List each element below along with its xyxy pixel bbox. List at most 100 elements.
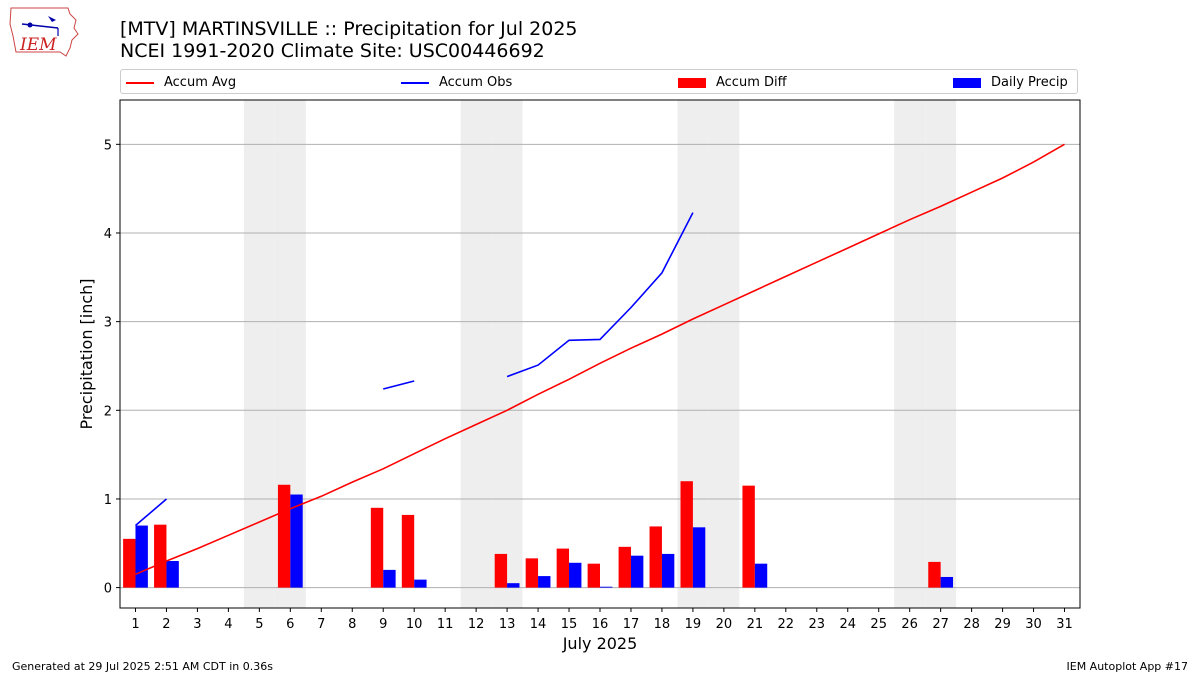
legend: Accum Avg Accum Obs Accum Diff Daily Pre…: [120, 69, 1078, 94]
accum-obs-line-segment-1: [383, 380, 415, 390]
x-tick-label-31: 31: [1056, 617, 1073, 632]
x-tick-label-26: 26: [901, 617, 918, 632]
legend-swatch: [953, 77, 981, 88]
x-tick-label-9: 9: [379, 617, 387, 632]
y-ticks: 0 1 2 3 4 5: [104, 138, 120, 597]
x-tick-label-21: 21: [747, 617, 764, 632]
y-tick-label-0: 0: [104, 582, 112, 597]
y-tick-label-1: 1: [104, 493, 112, 508]
accum-diff-bar-day-6: [277, 484, 291, 588]
legend-label: Daily Precip: [991, 75, 1068, 90]
accum-diff-bar-day-27: [928, 561, 941, 588]
x-tick-label-15: 15: [561, 617, 578, 632]
accum-obs-line-segment-2: [506, 212, 694, 378]
accum-diff-bar-day-16: [587, 563, 600, 588]
y-tick-label-4: 4: [104, 227, 112, 242]
chart-title: [MTV] MARTINSVILLE :: Precipitation for …: [120, 18, 578, 40]
daily-precip-bar-day-6: [290, 494, 303, 588]
x-tick-label-22: 22: [778, 617, 795, 632]
iem-logo: IEM: [8, 6, 80, 58]
x-tick-label-19: 19: [685, 617, 702, 632]
weekend-shade-day-26: [894, 100, 926, 608]
lines: [134, 143, 1065, 576]
daily-precip-bar-day-17: [630, 555, 644, 588]
x-tick-label-25: 25: [870, 617, 887, 632]
x-tick-label-29: 29: [994, 617, 1011, 632]
weekend-shading: [243, 100, 957, 608]
legend-item-daily-precip: Daily Precip: [953, 70, 1068, 95]
x-tick-label-4: 4: [224, 617, 232, 632]
daily-precip-bar-day-18: [661, 553, 675, 588]
x-tick-label-1: 1: [131, 617, 139, 632]
accum-diff-bar-day-17: [618, 546, 631, 588]
x-tick-label-24: 24: [839, 617, 856, 632]
x-ticks: 1 2 3 4 5 6 7 8 9 10 11 12 13 14 15 16 17 18 19 20 21 22 23 24 2…: [131, 608, 1073, 632]
x-tick-label-20: 20: [716, 617, 733, 632]
legend-swatch: [126, 81, 154, 84]
x-tick-label-23: 23: [809, 617, 826, 632]
x-tick-label-13: 13: [499, 617, 516, 632]
y-tick-label-2: 2: [104, 404, 112, 419]
x-tick-label-18: 18: [654, 617, 671, 632]
daily-precip-bar-day-16: [600, 586, 613, 588]
accum-diff-bar-day-9: [370, 507, 384, 588]
daily-precip-bar-day-2: [166, 561, 179, 588]
x-tick-label-30: 30: [1025, 617, 1042, 632]
accum-diff-bar-day-10: [401, 514, 415, 588]
accum-diff-bar-day-14: [525, 558, 539, 588]
x-tick-label-27: 27: [932, 617, 949, 632]
x-tick-label-12: 12: [468, 617, 485, 632]
daily-precip-bar-day-27: [940, 576, 954, 588]
weekend-shade-day-20: [708, 100, 740, 608]
footer-generated: Generated at 29 Jul 2025 2:51 AM CDT in …: [12, 660, 273, 673]
x-tick-label-10: 10: [406, 617, 423, 632]
daily-precip-bar-day-1: [135, 525, 148, 588]
y-tick-label-5: 5: [104, 138, 112, 153]
daily-precip-bar-day-19: [692, 527, 706, 588]
footer-app-id: IEM Autoplot App #17: [1066, 660, 1189, 673]
accum-diff-bar-day-1: [123, 538, 136, 588]
x-tick-label-16: 16: [592, 617, 609, 632]
accum-diff-bar-day-13: [494, 553, 508, 588]
daily-precip-bar-day-15: [569, 562, 582, 588]
x-tick-label-2: 2: [162, 617, 170, 632]
svg-text:IEM: IEM: [19, 35, 57, 55]
legend-label: Accum Avg: [164, 75, 237, 90]
legend-label: Accum Obs: [439, 75, 513, 90]
x-tick-label-17: 17: [623, 617, 640, 632]
accum-diff-bar-day-18: [649, 526, 662, 588]
accum-diff-bar-day-19: [680, 481, 693, 588]
y-tick-label-3: 3: [104, 316, 112, 331]
legend-item-accum-diff: Accum Diff: [678, 70, 787, 95]
accum-obs-line-segment-0: [134, 498, 168, 527]
accum-diff-bar-day-21: [742, 485, 755, 588]
daily-precip-bar-day-13: [507, 583, 520, 588]
daily-precip-bar-day-9: [383, 569, 396, 588]
y-axis-label: Precipitation [inch]: [77, 278, 96, 429]
daily-precip-bar-day-14: [538, 576, 551, 588]
chart-subtitle: NCEI 1991-2020 Climate Site: USC00446692: [120, 40, 545, 62]
iowa-map-icon: IEM: [9, 7, 79, 57]
weekend-shade-day-27: [925, 100, 957, 608]
accum-avg-line-segment-0: [135, 143, 1065, 576]
x-axis-label: July 2025: [562, 634, 638, 653]
legend-label: Accum Diff: [716, 75, 787, 90]
x-tick-label-8: 8: [348, 617, 356, 632]
bars: [123, 481, 954, 588]
x-tick-label-7: 7: [317, 617, 325, 632]
accum-diff-bar-day-2: [154, 524, 167, 588]
legend-swatch: [678, 77, 706, 88]
weekend-shade-day-12: [460, 100, 492, 608]
daily-precip-bar-day-10: [414, 579, 427, 588]
legend-item-accum-obs: Accum Obs: [401, 70, 512, 95]
accum-diff-bar-day-15: [556, 548, 570, 588]
x-tick-label-11: 11: [437, 617, 454, 632]
legend-swatch: [401, 81, 429, 84]
x-tick-label-14: 14: [530, 617, 547, 632]
weekend-shade-day-5: [243, 100, 275, 608]
x-tick-label-5: 5: [255, 617, 263, 632]
daily-precip-bar-day-21: [754, 563, 768, 588]
x-tick-label-28: 28: [963, 617, 980, 632]
x-tick-label-3: 3: [193, 617, 201, 632]
